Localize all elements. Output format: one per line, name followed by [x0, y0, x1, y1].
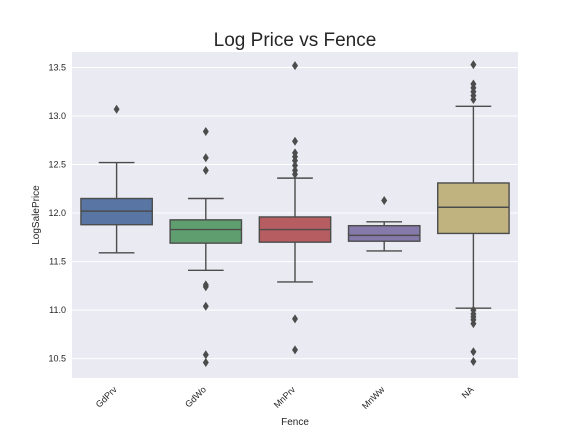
y-tick-label: 13.5 [48, 63, 66, 73]
outlier-point [470, 347, 477, 357]
outlier-point [470, 357, 477, 367]
box-na [437, 60, 510, 367]
y-axis-ticks: 10.5 11.0 11.5 12.0 12.5 13.0 13.5 [48, 63, 66, 364]
chart-title: Log Price vs Fence [214, 30, 377, 51]
x-tick-label: MnWw [360, 384, 387, 411]
x-tick-label: NA [460, 384, 476, 400]
y-axis-label: LogSalePrice [31, 185, 42, 245]
outlier-point [292, 345, 298, 355]
box-gdwo [169, 127, 243, 367]
box-mnprv [258, 61, 332, 355]
outlier-point [292, 61, 298, 71]
boxes [80, 60, 510, 367]
box-body [437, 182, 510, 235]
outlier-point [202, 153, 209, 163]
box-gdprv [80, 104, 153, 254]
y-tick-label: 12.0 [48, 208, 66, 218]
y-tick-label: 12.5 [48, 160, 66, 170]
outlier-point [202, 357, 209, 367]
box-mnww [347, 195, 421, 252]
outlier-point [292, 136, 298, 146]
x-tick-label: GdWo [183, 384, 208, 409]
box-body [347, 224, 421, 242]
y-tick-label: 13.0 [48, 111, 66, 121]
y-tick-label: 11.5 [49, 257, 66, 267]
y-tick-label: 10.5 [48, 354, 66, 364]
outlier-point [292, 161, 298, 171]
outlier-point [470, 305, 477, 315]
outlier-point [202, 350, 209, 360]
outlier-point [470, 60, 477, 70]
outlier-point [202, 301, 209, 311]
outlier-point [470, 79, 477, 89]
outlier-point [202, 127, 209, 137]
outlier-point [202, 280, 209, 290]
y-tick-label: 11.0 [49, 305, 66, 315]
outlier-point [202, 165, 209, 175]
outlier-point [381, 195, 388, 205]
outlier-point [292, 165, 298, 175]
x-axis-ticks: GdPrv GdWo MnPrv MnWw NA [94, 384, 476, 411]
x-axis-label: Fence [281, 417, 309, 428]
box-body [169, 219, 243, 244]
x-tick-label: MnPrv [272, 384, 298, 410]
outlier-point [292, 148, 298, 158]
outlier-point [292, 314, 298, 324]
outlier-point [113, 104, 120, 114]
x-tick-label: GdPrv [94, 384, 119, 409]
